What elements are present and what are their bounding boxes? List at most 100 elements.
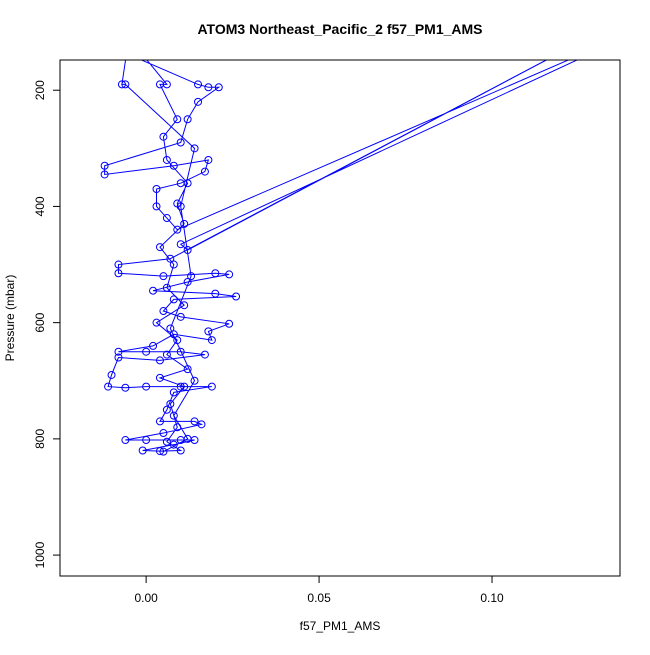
data-point [204,155,213,164]
data-point [121,436,130,445]
y-axis-label: Pressure (mbar) [3,275,17,362]
data-point [204,83,213,92]
data-point [190,376,199,385]
data-point [180,219,189,228]
data-point [152,185,161,193]
data-point [180,382,189,391]
data-point [194,97,203,106]
data-point [162,437,171,446]
data-point [183,115,192,124]
data-point [176,446,185,455]
data-point [162,405,171,414]
data-point [180,301,189,310]
data-point [183,365,192,374]
data-point [169,295,178,304]
data-point [169,440,178,449]
data-point [190,144,199,153]
data-point [100,161,109,170]
data-point [176,312,185,321]
data-point [142,347,151,356]
data-line [104,60,579,453]
data-point [173,115,182,124]
data-point [159,447,168,456]
data-point [142,436,151,445]
data-point [194,80,203,89]
data-point [121,383,130,392]
data-point [204,327,213,336]
data-point [176,382,185,391]
data-point [149,341,158,350]
x-axis-label: f57_PM1_AMS [300,619,381,633]
data-point [159,132,168,141]
data-point [169,260,178,269]
data-point [155,243,164,252]
data-point [225,270,234,279]
data-point [187,272,196,281]
data-point [100,170,109,179]
data-point [162,350,171,359]
data-point [107,370,116,379]
data-point [211,289,220,298]
data-point [152,318,161,327]
plot-frame [59,59,621,577]
data-point [162,155,171,164]
y-tick-label: 1000 [33,541,47,568]
x-tick-label: 0.00 [134,591,158,605]
data-point [183,246,192,255]
data-point [183,434,192,443]
data-point [155,447,164,456]
x-tick-label: 0.10 [480,591,504,605]
data-point [207,382,216,391]
data-point [176,240,185,249]
data-point [166,254,175,263]
data-point [114,269,123,278]
data-point [214,83,223,92]
data-point [183,179,192,188]
data-point [162,283,171,292]
x-tick-label: 0.05 [307,591,331,605]
data-point [155,373,164,382]
data-point [200,350,209,359]
data-point [159,429,168,438]
data-point [114,347,123,356]
data-point [149,286,158,295]
data-point [152,202,161,211]
data-point [104,382,113,391]
data-point [183,277,192,286]
data-point [176,138,185,147]
data-point [190,417,199,426]
data-point [169,411,178,420]
data-point [155,356,164,365]
y-tick-label: 400 [33,196,47,216]
data-point [173,336,182,345]
plot-area [100,60,579,456]
data-point [166,400,175,408]
data-point [162,80,171,89]
data-point [117,80,126,89]
data-point [166,324,175,333]
data-point [159,272,168,281]
data-point [169,388,178,397]
data-point [169,161,178,170]
data-point [200,167,209,176]
data-point [162,214,171,223]
y-tick-label: 800 [33,429,47,449]
y-tick-label: 200 [33,80,47,100]
data-point [176,202,185,211]
data-point [176,347,185,356]
data-point [169,330,178,339]
data-point [197,420,206,429]
data-point [138,446,147,455]
data-point [155,417,164,426]
y-tick-label: 600 [33,312,47,332]
data-point [159,307,168,316]
data-point [173,423,182,432]
chart-title: ATOM3 Northeast_Pacific_2 f57_PM1_AMS [197,21,482,37]
data-point [225,319,234,328]
data-point [114,260,123,269]
data-point [207,336,216,345]
data-point [142,382,151,391]
data-point [173,225,182,234]
